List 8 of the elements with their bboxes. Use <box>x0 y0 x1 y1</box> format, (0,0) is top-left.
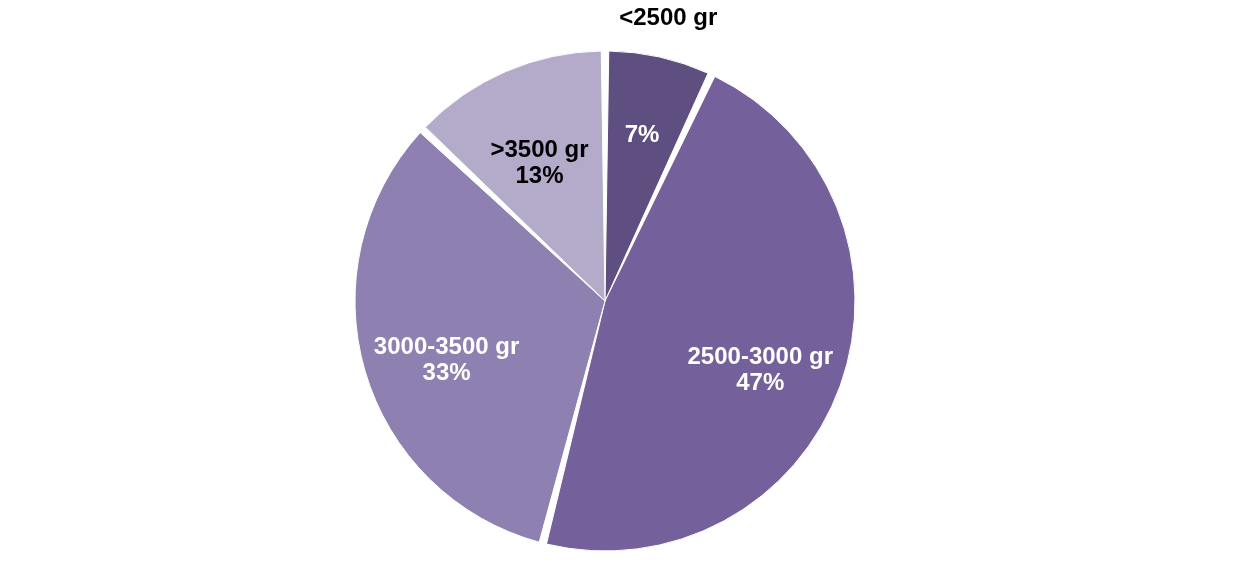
slice-label: >3500 gr <box>490 134 589 162</box>
data-label: 33% <box>422 358 471 386</box>
data-label: 7% <box>624 120 660 148</box>
slice-label: 2500-3000 gr <box>687 341 833 369</box>
slice-label: <2500 gr <box>619 2 718 30</box>
data-label: 13% <box>515 160 564 188</box>
data-label: 47% <box>736 367 785 395</box>
slice-label: 3000-3500 gr <box>373 332 520 360</box>
